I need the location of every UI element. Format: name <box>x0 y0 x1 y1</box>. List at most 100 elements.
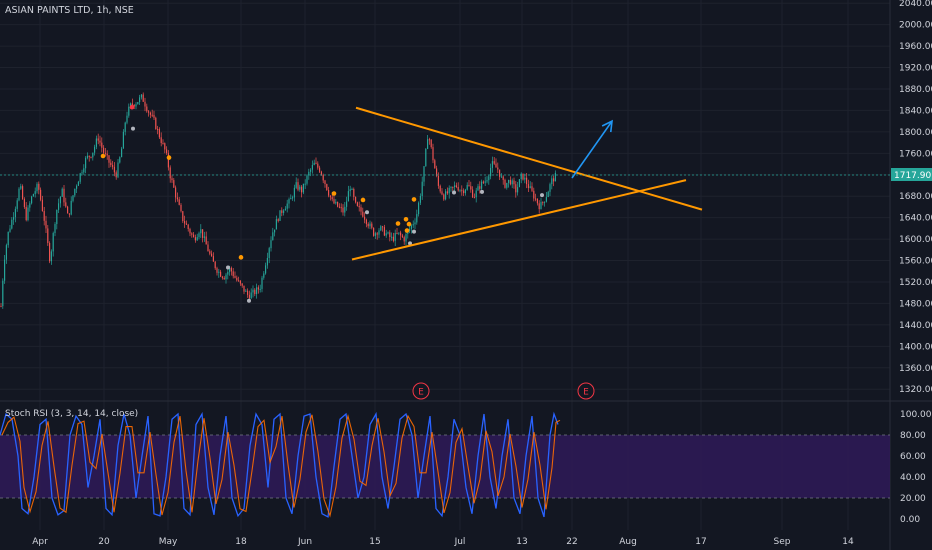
candle-body <box>405 233 407 242</box>
candle-body <box>448 187 450 194</box>
candle-body <box>139 97 141 103</box>
time-axis[interactable]: Apr 20 May 18 Jun 15 Jul 13 22 Aug 17 Sep 14 <box>32 537 854 547</box>
candle-body <box>383 227 385 236</box>
candle-body <box>288 199 290 204</box>
earnings-event-marker <box>577 382 595 400</box>
candle-body <box>495 163 497 168</box>
earnings-event-label: E <box>418 388 424 398</box>
candle-body <box>319 167 321 172</box>
candle-body <box>542 202 544 204</box>
candle-body <box>419 195 421 203</box>
price-tick-label: 1680.00 <box>899 192 932 202</box>
candle-body <box>497 167 499 170</box>
candle-body <box>7 231 9 246</box>
stoch-tick-label: 100.00 <box>900 410 932 420</box>
candle-body <box>344 206 346 213</box>
candle-body <box>515 184 517 193</box>
candle-body <box>504 179 506 188</box>
candle-body <box>400 232 402 236</box>
candle-body <box>2 280 4 307</box>
candle-body <box>328 190 330 196</box>
candle-body <box>355 196 357 203</box>
candle-body <box>268 248 270 259</box>
candle-body <box>482 181 484 183</box>
candle-body <box>427 139 429 149</box>
candle-body <box>434 160 436 169</box>
candle-body <box>335 201 337 204</box>
stoch-rsi-lines <box>0 411 561 518</box>
candle-body <box>108 155 110 163</box>
time-tick-label: 13 <box>516 537 527 547</box>
candle-body <box>428 139 430 141</box>
candle-body <box>94 146 96 153</box>
candle-body <box>121 148 123 158</box>
candle-body <box>223 277 225 280</box>
candle-body <box>283 210 285 213</box>
candle-body <box>151 114 153 116</box>
candle-body <box>146 106 148 112</box>
candle-body <box>457 186 459 191</box>
stoch-tick-label: 20.00 <box>900 494 926 504</box>
candle-body <box>128 106 130 116</box>
candle-body <box>265 265 267 274</box>
candle-body <box>338 206 340 208</box>
candle-body <box>337 201 339 207</box>
candle-body <box>135 104 137 107</box>
candle-body <box>317 163 319 168</box>
price-tick-label: 1480.00 <box>899 299 932 309</box>
candle-body <box>113 166 115 173</box>
stoch-tick-label: 60.00 <box>900 452 926 462</box>
candle-body <box>205 236 207 245</box>
signal-dot-white <box>247 298 251 303</box>
candle-body <box>540 202 542 210</box>
candle-body <box>50 251 52 262</box>
candle-body <box>378 230 380 235</box>
candle-body <box>257 287 259 290</box>
candle-body <box>247 290 249 295</box>
signal-dot-white <box>480 189 484 194</box>
candle-body <box>477 186 479 191</box>
candle-body <box>92 152 94 158</box>
signal-dot-orange <box>404 228 410 233</box>
candle-body <box>509 179 511 185</box>
candle-body <box>490 167 492 177</box>
time-tick-label: 22 <box>566 537 577 547</box>
candle-body <box>286 203 288 209</box>
candle-body <box>131 103 133 105</box>
candle-body <box>230 267 232 272</box>
candle-body <box>72 195 74 201</box>
time-tick-label: Sep <box>774 537 791 547</box>
candle-body <box>425 148 427 167</box>
drawings[interactable] <box>351 106 703 261</box>
trendline <box>351 179 687 261</box>
candle-body <box>326 184 328 191</box>
price-tick-label: 1880.00 <box>899 85 932 95</box>
earnings-event-marker <box>412 382 430 400</box>
candle-body <box>173 180 175 188</box>
candle-body <box>13 217 15 220</box>
candle-body <box>218 271 220 273</box>
candle-body <box>25 207 27 221</box>
candle-body <box>130 103 132 107</box>
last-price-label: 1717.90 <box>894 171 931 181</box>
time-tick-label: May <box>159 537 178 547</box>
candle-body <box>119 157 121 163</box>
candle-body <box>320 171 322 176</box>
candle-body <box>79 173 81 182</box>
candle-body <box>178 199 180 205</box>
candle-body <box>266 258 268 266</box>
candle-body <box>148 111 150 113</box>
candle-body <box>392 236 394 241</box>
candle-body <box>502 176 504 180</box>
candle-body <box>443 194 445 200</box>
candle-body <box>234 276 236 278</box>
candle-body <box>452 186 454 188</box>
candle-body <box>239 280 241 284</box>
candle-body <box>166 149 168 154</box>
candle-body <box>324 180 326 185</box>
candle-body <box>112 165 114 167</box>
price-tick-label: 2040.00 <box>899 0 932 9</box>
signal-dot-orange <box>360 197 366 203</box>
candle-body <box>391 236 393 238</box>
